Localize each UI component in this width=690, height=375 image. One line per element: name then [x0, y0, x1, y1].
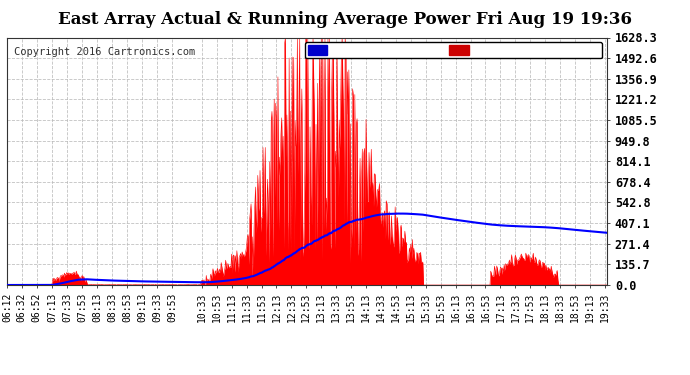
- Legend: Average  (DC Watts), East Array  (DC Watts): Average (DC Watts), East Array (DC Watts…: [305, 42, 602, 58]
- Text: East Array Actual & Running Average Power Fri Aug 19 19:36: East Array Actual & Running Average Powe…: [58, 11, 632, 28]
- Text: Copyright 2016 Cartronics.com: Copyright 2016 Cartronics.com: [14, 47, 195, 57]
